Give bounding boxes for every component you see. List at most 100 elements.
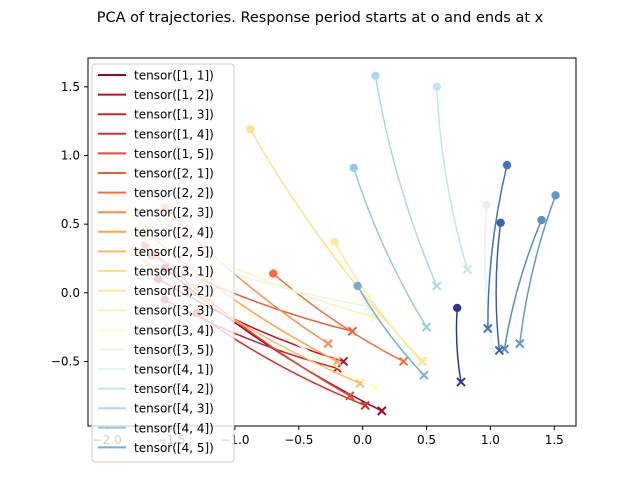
end-marker: [515, 338, 525, 349]
end-marker: [419, 370, 429, 380]
legend-entry: tensor([3, 4]): [98, 323, 214, 337]
trajectory-line: [484, 204, 494, 351]
legend-label: tensor([2, 4]): [134, 225, 214, 239]
start-marker: [502, 160, 512, 170]
series-12: [330, 237, 427, 367]
start-marker: [432, 82, 441, 92]
legend-entry: tensor([3, 2]): [98, 284, 214, 298]
trajectory-line: [487, 164, 508, 329]
y-tick-label: 1.5: [61, 80, 80, 94]
series-24: [494, 218, 505, 356]
trajectory-line: [519, 195, 557, 344]
series-17: [432, 82, 473, 275]
end-marker: [345, 391, 355, 401]
legend-entry: tensor([3, 3]): [98, 304, 214, 318]
legend-entry: tensor([4, 2]): [98, 382, 214, 396]
legend-label: tensor([1, 2]): [134, 88, 214, 102]
legend-entry: tensor([1, 5]): [98, 147, 214, 161]
end-marker: [416, 356, 427, 367]
start-marker: [482, 200, 491, 210]
end-marker: [456, 377, 466, 387]
trajectory-line: [503, 219, 543, 350]
x-tick-label: 1.5: [545, 433, 564, 447]
trajectory-line: [455, 307, 462, 383]
series-16: [482, 200, 498, 356]
y-tick-label: −0.5: [51, 354, 80, 368]
legend-entry: tensor([1, 3]): [98, 108, 214, 122]
legend-label: tensor([3, 2]): [134, 284, 214, 298]
trajectory-line: [356, 285, 425, 376]
legend-label: tensor([4, 4]): [134, 421, 214, 435]
end-marker: [432, 281, 442, 291]
legend-label: tensor([4, 2]): [134, 382, 214, 396]
end-marker: [483, 323, 493, 334]
legend-label: tensor([3, 5]): [134, 343, 214, 357]
legend-label: tensor([1, 3]): [134, 108, 214, 122]
start-marker: [349, 163, 358, 173]
series-23: [483, 160, 512, 334]
legend-entry: tensor([3, 5]): [98, 343, 214, 357]
start-marker: [537, 215, 546, 225]
legend-label: tensor([3, 4]): [134, 323, 214, 337]
legend-entry: tensor([2, 1]): [98, 167, 214, 181]
series-18: [371, 71, 442, 291]
chart-title: PCA of trajectories. Response period sta…: [97, 10, 544, 26]
start-marker: [551, 191, 560, 200]
legend-label: tensor([4, 1]): [134, 363, 214, 377]
y-tick-label: 0.5: [61, 217, 80, 231]
y-tick-label: 0.0: [61, 286, 80, 300]
trajectory-line: [436, 86, 469, 270]
legend-entry: tensor([2, 4]): [98, 225, 214, 239]
legend-entry: tensor([4, 4]): [98, 421, 214, 435]
legend-label: tensor([1, 1]): [134, 69, 214, 83]
series-19: [349, 163, 432, 332]
legend-label: tensor([3, 1]): [134, 265, 214, 279]
end-marker: [462, 264, 473, 275]
end-marker: [332, 356, 342, 367]
trajectory-line: [353, 167, 428, 328]
y-tick-label: 1.0: [61, 148, 80, 162]
series-21: [515, 191, 560, 349]
legend-entry: tensor([2, 5]): [98, 245, 214, 259]
legend: tensor([1, 1]) tensor([1, 2]) tensor([1, 3…: [91, 63, 235, 463]
end-marker: [421, 322, 432, 332]
legend-label: tensor([4, 3]): [134, 402, 214, 416]
legend-entry: tensor([1, 2]): [98, 88, 214, 102]
legend-box: [91, 63, 235, 463]
series-22: [499, 215, 546, 354]
plot-frame: [87, 57, 577, 427]
legend-label: tensor([2, 5]): [134, 245, 214, 259]
x-tick-label: 0.5: [417, 433, 436, 447]
start-marker: [371, 71, 380, 81]
legend-label: tensor([2, 3]): [134, 206, 214, 220]
legend-label: tensor([4, 5]): [134, 441, 214, 455]
start-marker: [496, 218, 505, 227]
start-marker: [452, 303, 462, 313]
start-marker: [246, 125, 255, 134]
legend-label: tensor([3, 3]): [134, 304, 214, 318]
legend-label: tensor([2, 1]): [134, 167, 214, 181]
x-tick-label: 1.0: [481, 433, 500, 447]
trajectory-line: [374, 75, 438, 287]
series-20: [353, 281, 429, 380]
legend-entry: tensor([4, 1]): [98, 363, 214, 377]
x-tick-label: 0.0: [353, 433, 372, 447]
end-marker: [360, 400, 370, 411]
legend-label: tensor([2, 2]): [134, 186, 214, 200]
start-marker: [353, 281, 362, 291]
series-25: [452, 303, 466, 387]
start-marker: [330, 237, 339, 247]
start-marker: [269, 269, 278, 278]
end-marker: [323, 338, 333, 349]
legend-entry: tensor([1, 1]): [98, 69, 214, 83]
legend-entry: tensor([1, 4]): [98, 127, 214, 141]
legend-entry: tensor([2, 3]): [98, 206, 214, 220]
legend-entry: tensor([4, 5]): [98, 441, 214, 455]
legend-entry: tensor([3, 1]): [98, 265, 214, 279]
series-7: [269, 269, 409, 367]
end-marker: [370, 312, 381, 323]
x-tick-label: −0.5: [284, 433, 313, 447]
end-marker: [377, 406, 387, 416]
legend-label: tensor([1, 4]): [134, 127, 214, 141]
legend-label: tensor([1, 5]): [134, 147, 214, 161]
